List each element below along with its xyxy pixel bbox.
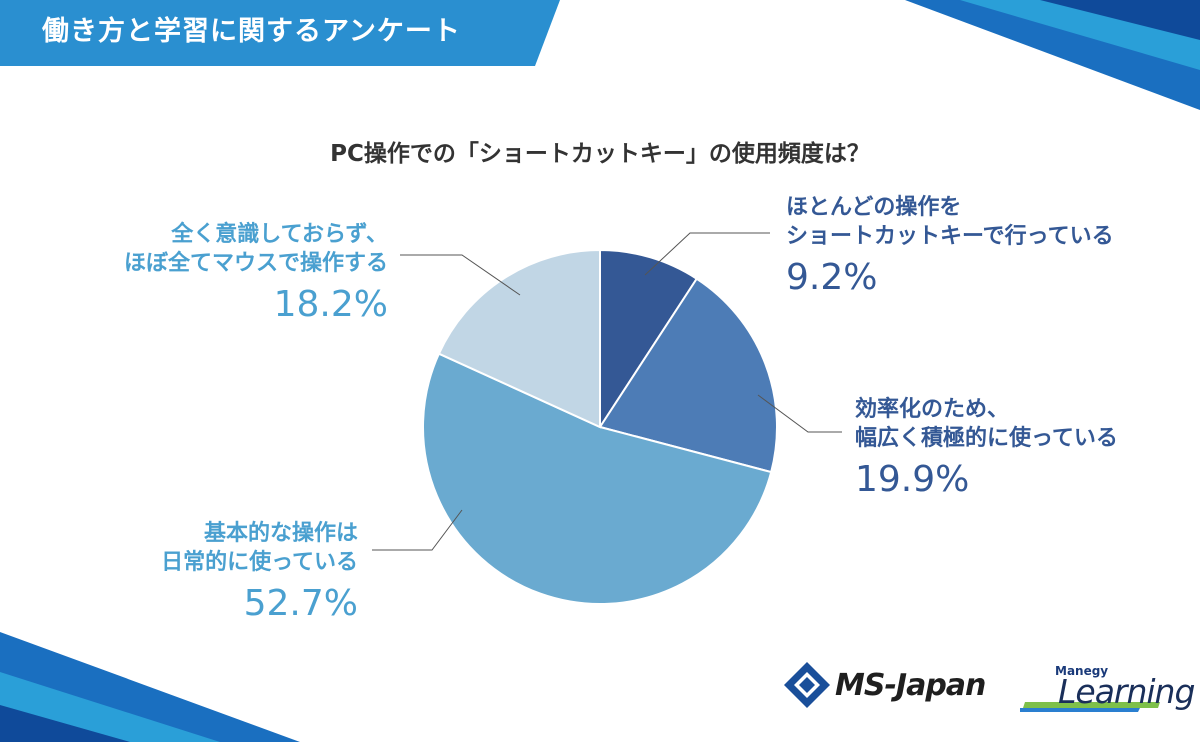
slice-1-label-line-2: ショートカットキーで行っている: [786, 224, 1114, 250]
slice-1-percent: 9.2%: [786, 256, 878, 298]
slice-3-percent: 52.7%: [243, 582, 358, 624]
slice-label-3: 基本的な操作は 日常的に使っている 52.7%: [161, 519, 358, 627]
learning-logo-underline: [1020, 702, 1160, 712]
corner-stripe-top-3: [1040, 0, 1200, 40]
leader-line-slice-2: [757, 394, 842, 433]
slice-1-label-line-1: ほとんどの操作を: [786, 195, 962, 220]
leader-line-slice-3: [372, 509, 463, 551]
slice-label-1: ほとんどの操作を ショートカットキーで行っている 9.2%: [786, 193, 1114, 301]
slice-2-percent: 19.9%: [855, 458, 970, 500]
learning-logo-small: Manegy: [1055, 664, 1109, 678]
pie-slice-4: [437, 248, 601, 429]
leader-line-slice-4: [400, 254, 521, 296]
pie-slice-2: [598, 277, 778, 474]
slice-4-percent: 18.2%: [273, 283, 388, 325]
corner-stripe-bottom-3: [0, 705, 130, 742]
learning-logo-text: Learning: [1058, 672, 1195, 711]
slice-label-2: 効率化のため、 幅広く積極的に使っている 19.9%: [855, 395, 1118, 503]
slice-3-label-line-2: 日常的に使っている: [161, 550, 358, 576]
ms-japan-logo-text: MS-Japan: [835, 668, 986, 703]
slice-2-label-line-1: 効率化のため、: [855, 397, 1010, 422]
chart-title: PC操作での「ショートカットキー」の使用頻度は？: [330, 141, 870, 167]
ms-japan-logo-mark: [784, 662, 830, 708]
slice-4-label-line-2: ほぼ全てマウスで操作する: [123, 251, 388, 277]
header-band: [0, 0, 560, 66]
leader-line-slice-1: [644, 232, 770, 276]
slice-label-4: 全く意識しておらず、 ほぼ全てマウスで操作する 18.2%: [124, 220, 388, 328]
header-title: 働き方と学習に関するアンケート: [42, 16, 461, 47]
slice-4-label-line-1: 全く意識しておらず、: [171, 222, 388, 247]
slice-3-label-line-1: 基本的な操作は: [203, 521, 358, 546]
slice-2-label-line-2: 幅広く積極的に使っている: [855, 426, 1118, 452]
pie-slice-1: [599, 248, 699, 431]
pie-slice-3: [422, 352, 773, 606]
